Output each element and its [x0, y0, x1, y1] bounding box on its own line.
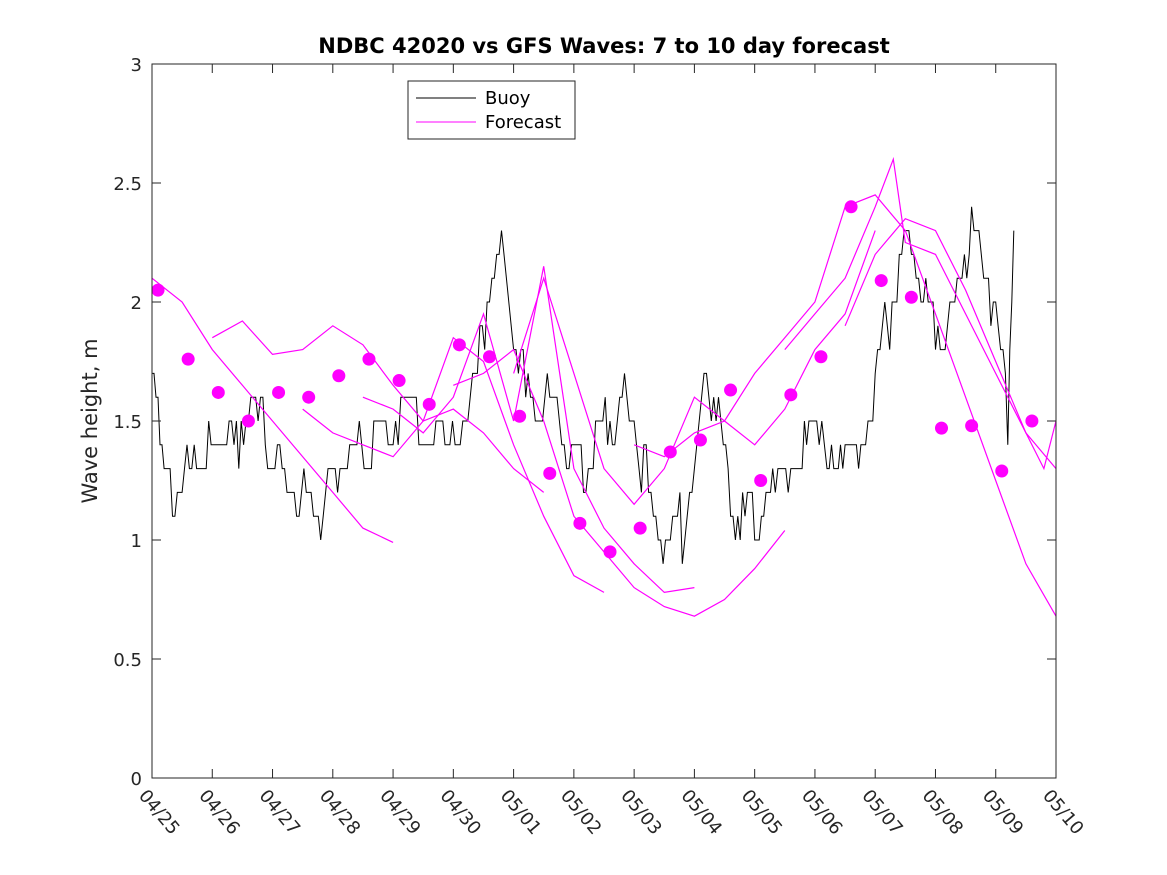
series-line-forecast — [513, 230, 876, 506]
forecast-point — [302, 390, 316, 404]
y-tick-label: 2 — [131, 293, 142, 314]
forecast-point — [603, 545, 617, 559]
series-layer — [151, 156, 1057, 617]
series-line-forecast — [633, 194, 1057, 617]
forecast-point — [543, 466, 557, 480]
forecast-point — [904, 290, 918, 304]
forecast-point — [392, 374, 406, 388]
series-line-forecast — [362, 266, 695, 594]
series-line-forecast — [212, 320, 545, 493]
forecast-point — [784, 388, 798, 402]
forecast-point — [272, 385, 286, 399]
y-tick-label: 0.5 — [113, 650, 142, 671]
series-line-forecast — [302, 336, 605, 593]
forecast-point — [1025, 414, 1039, 428]
forecast-point — [241, 414, 255, 428]
series-line-forecast — [453, 348, 786, 617]
forecast-point — [482, 350, 496, 364]
forecast-point — [814, 350, 828, 364]
forecast-point — [151, 283, 165, 297]
chart-title: NDBC 42020 vs GFS Waves: 7 to 10 day for… — [318, 34, 889, 58]
y-tick-label: 0 — [131, 769, 142, 790]
series-line-forecast — [151, 277, 394, 543]
forecast-point — [995, 464, 1009, 478]
forecast-point — [181, 352, 195, 366]
legend-label-forecast: Forecast — [485, 112, 561, 133]
y-tick-label: 1.5 — [113, 412, 142, 433]
y-tick-label: 2.5 — [113, 174, 142, 195]
forecast-point — [332, 369, 346, 383]
forecast-point — [633, 521, 647, 535]
series-line-forecast — [844, 217, 1057, 471]
y-tick-label: 1 — [131, 531, 142, 552]
legend: Buoy Forecast — [407, 80, 576, 140]
forecast-point — [934, 421, 948, 435]
y-axis-label: Wave height, m — [78, 338, 102, 503]
series-line-forecast — [784, 156, 1057, 469]
legend-label-buoy: Buoy — [485, 88, 531, 109]
forecast-point — [211, 385, 225, 399]
forecast-point — [452, 338, 466, 352]
forecast-point — [513, 409, 527, 423]
forecast-point — [362, 352, 376, 366]
forecast-point — [724, 383, 738, 397]
forecast-point — [874, 274, 888, 288]
forecast-point — [693, 433, 707, 447]
legend-box — [407, 80, 576, 140]
y-tick-label: 3 — [131, 55, 142, 76]
forecast-point — [754, 474, 768, 487]
